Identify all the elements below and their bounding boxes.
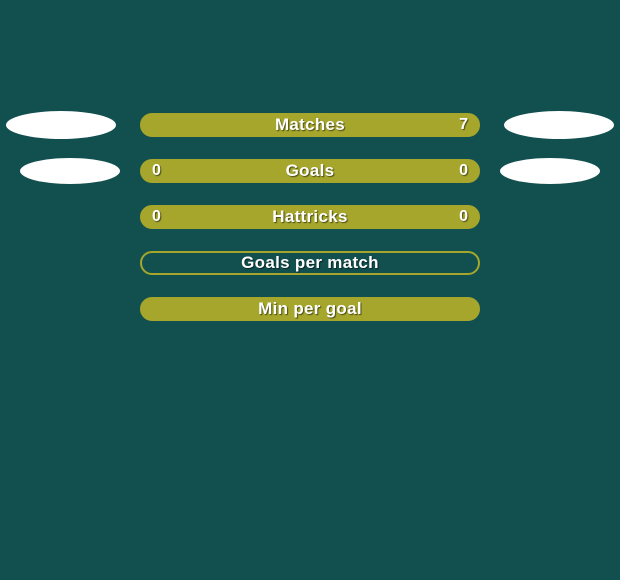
page-background — [0, 0, 620, 580]
stat-label: Matches — [275, 115, 345, 135]
stat-pill: 0 Hattricks 0 — [140, 205, 480, 229]
stat-row: 0 Hattricks 0 — [0, 205, 620, 229]
stat-row: Goals per match — [0, 251, 620, 275]
stat-label: Min per goal — [258, 299, 362, 319]
stat-row: Matches 7 — [0, 113, 620, 137]
stat-value-left: 0 — [152, 208, 161, 226]
stat-row: Min per goal — [0, 297, 620, 321]
stat-label: Goals — [286, 161, 335, 181]
player-marker-left — [20, 158, 120, 184]
player-marker-right — [500, 158, 600, 184]
stat-pill: Min per goal — [140, 297, 480, 321]
stat-pill: Goals per match — [140, 251, 480, 275]
stat-value-right: 7 — [459, 116, 468, 134]
stat-label: Hattricks — [272, 207, 347, 227]
stat-label: Goals per match — [241, 253, 379, 273]
stat-value-right: 0 — [459, 208, 468, 226]
stat-pill: Matches 7 — [140, 113, 480, 137]
stat-value-left: 0 — [152, 162, 161, 180]
player-marker-right — [504, 111, 614, 139]
stat-value-right: 0 — [459, 162, 468, 180]
stat-pill: 0 Goals 0 — [140, 159, 480, 183]
player-marker-left — [6, 111, 116, 139]
stat-row: 0 Goals 0 — [0, 159, 620, 183]
